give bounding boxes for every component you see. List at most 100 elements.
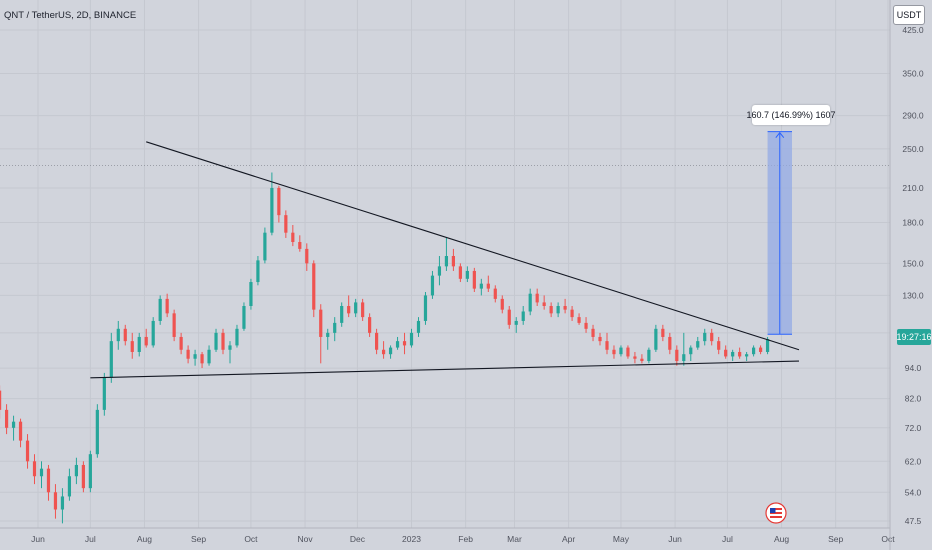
candle-body: [249, 282, 253, 307]
candle-body: [179, 336, 183, 350]
candle-body: [752, 347, 756, 355]
support-trendline: [90, 360, 799, 379]
x-tick-label: Apr: [562, 534, 575, 544]
candle-body: [74, 464, 78, 477]
candle-body: [668, 336, 672, 350]
y-tick-label: 250.0: [902, 144, 924, 154]
candle-body: [0, 390, 2, 410]
candle-body: [305, 248, 309, 264]
candle-body: [186, 349, 190, 359]
y-tick-label: 350.0: [902, 69, 924, 79]
candle-body: [228, 345, 232, 350]
candle-body: [486, 283, 490, 289]
candle-body: [326, 332, 330, 337]
candle-body: [430, 275, 435, 296]
candle-body: [661, 328, 665, 337]
candle-body: [451, 256, 456, 267]
candle-body: [444, 256, 449, 267]
candle-body: [200, 354, 204, 364]
candle-body: [640, 358, 644, 362]
candle-body: [172, 313, 176, 337]
candle-body: [465, 270, 469, 279]
last-price-tag: 19:27:16: [896, 329, 932, 345]
candle-body: [165, 298, 169, 314]
candle-body: [214, 332, 218, 350]
candle-body: [25, 440, 30, 462]
candle-body: [256, 260, 260, 283]
candle-body: [710, 332, 714, 342]
candle-body: [696, 341, 700, 348]
symbol-title: QNT / TetherUS, 2D, BINANCE: [4, 10, 137, 21]
candle-body: [409, 332, 414, 346]
candle-body: [738, 351, 742, 357]
candle-body: [4, 409, 9, 428]
x-tick-label: Jun: [668, 534, 682, 544]
candle-body: [493, 288, 497, 299]
candle-body: [500, 298, 504, 310]
candle-body: [221, 332, 225, 350]
candle-body: [193, 354, 197, 359]
candle-body: [361, 302, 365, 318]
candle-body: [479, 283, 483, 289]
x-tick-label: Aug: [774, 534, 789, 544]
candle-body: [95, 409, 99, 455]
x-tick-label: Aug: [137, 534, 152, 544]
x-tick-label: Sep: [191, 534, 206, 544]
candle-body: [319, 309, 323, 337]
candle-body: [46, 468, 51, 493]
candle-body: [67, 476, 72, 497]
candle-body: [542, 302, 546, 307]
candle-body: [368, 317, 372, 333]
y-tick-label: 425.0: [902, 25, 924, 35]
currency-button[interactable]: USDT: [893, 5, 925, 25]
y-tick-label: 94.0: [905, 363, 922, 373]
candle-body: [647, 349, 651, 362]
x-tick-label: 2023: [402, 534, 421, 544]
resistance-trendline: [146, 141, 800, 351]
candle-body: [144, 336, 148, 346]
candle-body: [514, 320, 518, 325]
candle-body: [60, 496, 65, 510]
candle-body: [689, 347, 693, 355]
candle-body: [507, 309, 511, 325]
candle-body: [535, 293, 539, 303]
y-tick-label: 180.0: [902, 217, 924, 227]
measure-arrow-head: [775, 131, 785, 138]
candle-body: [312, 263, 316, 310]
candle-body: [116, 328, 120, 342]
candle-body: [395, 341, 400, 348]
candle-body: [619, 347, 623, 355]
candle-body: [402, 341, 407, 346]
candle-body: [577, 317, 581, 323]
candle-body: [717, 341, 721, 350]
measure-label: 160.7 (146.99%) 1607: [746, 105, 836, 125]
candle-body: [654, 328, 658, 350]
candle-body: [375, 332, 379, 350]
candle-body: [333, 322, 337, 333]
candle-body: [598, 336, 602, 342]
candle-body: [591, 328, 595, 337]
y-tick-label: 130.0: [902, 290, 924, 300]
candle-body: [758, 347, 763, 352]
x-tick-label: Jun: [31, 534, 45, 544]
candle-body: [765, 339, 770, 352]
x-tick-label: Feb: [458, 534, 473, 544]
candle-body: [556, 306, 560, 314]
candle-body: [32, 461, 37, 477]
x-tick-label: Mar: [507, 534, 522, 544]
candle-body: [437, 266, 442, 276]
y-tick-label: 47.5: [905, 516, 922, 526]
candle-body: [235, 328, 239, 346]
x-tick-label: Oct: [244, 534, 258, 544]
tradingview-flag-logo-icon[interactable]: [765, 502, 787, 524]
candle-body: [563, 306, 567, 310]
x-tick-label: Jul: [85, 534, 96, 544]
candle-body: [291, 232, 295, 242]
candle-body: [570, 309, 574, 318]
candle-body: [472, 270, 476, 289]
candle-body: [340, 306, 344, 323]
x-tick-label: Jul: [722, 534, 733, 544]
y-tick-label: 210.0: [902, 183, 924, 193]
